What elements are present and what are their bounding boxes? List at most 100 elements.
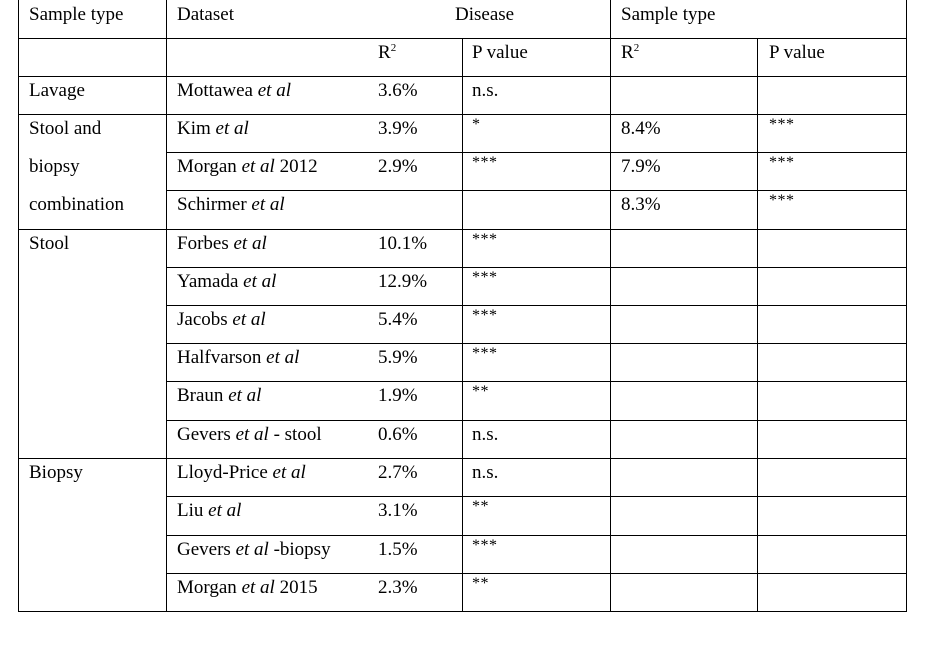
header-disease-r2: R2: [378, 42, 396, 64]
dataset-author: Schirmer: [177, 194, 252, 215]
dataset-author: Morgan: [177, 577, 242, 598]
header-dataset: Dataset: [177, 4, 234, 25]
dataset-etal: et al: [232, 309, 266, 330]
grid-line: [166, 381, 907, 382]
disease-pvalue-cell: ***: [472, 231, 498, 248]
dataset-cell: Kim et al: [177, 118, 249, 140]
dataset-cell: Yamada et al: [177, 271, 276, 293]
dataset-etal: et al: [266, 347, 300, 368]
dataset-author: Morgan: [177, 156, 242, 177]
dataset-suffix: -biopsy: [268, 539, 331, 560]
dataset-cell: Braun et al: [177, 385, 261, 407]
disease-r2-cell: 5.4%: [378, 309, 418, 330]
disease-pvalue-cell: *: [472, 116, 481, 133]
dataset-author: Lloyd-Price: [177, 462, 273, 483]
disease-pvalue-cell: ***: [472, 537, 498, 554]
sample-type-label: Stool and: [29, 118, 102, 139]
dataset-author: Mottawea: [177, 80, 258, 101]
disease-r2-cell: 12.9%: [378, 271, 428, 292]
dataset-author: Braun: [177, 385, 229, 406]
sample-type-label: Stool: [29, 233, 70, 254]
grid-line: [166, 0, 167, 612]
header-disease-group: Disease: [455, 4, 515, 25]
dataset-etal: et al: [272, 462, 306, 483]
grid-line: [166, 573, 907, 574]
disease-r2-cell: 3.1%: [378, 500, 418, 521]
grid-line: [166, 420, 907, 421]
dataset-author: Gevers: [177, 539, 236, 560]
dataset-cell: Jacobs et al: [177, 309, 266, 331]
grid-line: [18, 0, 19, 612]
dataset-author: Liu: [177, 500, 209, 521]
disease-r2-cell: 10.1%: [378, 233, 428, 254]
dataset-author: Halfvarson: [177, 347, 267, 368]
grid-line: [757, 38, 758, 612]
grid-line: [166, 535, 907, 536]
dataset-etal: et al: [208, 500, 242, 521]
dataset-cell: Lloyd-Price et al: [177, 462, 306, 484]
sample-type-label: biopsy: [29, 156, 80, 177]
header-sample-r2: R2: [621, 42, 639, 64]
dataset-cell: Gevers et al - stool: [177, 424, 322, 446]
sample-r2-cell: 7.9%: [621, 156, 661, 177]
sample-r2-cell: 8.3%: [621, 194, 661, 215]
dataset-cell: Schirmer et al: [177, 194, 285, 216]
disease-pvalue-cell: **: [472, 383, 489, 400]
disease-r2-cell: 1.5%: [378, 539, 418, 560]
dataset-etal: et al: [235, 424, 269, 445]
r-label: R: [378, 42, 391, 63]
header-disease-pvalue: P value: [472, 42, 528, 63]
dataset-etal: et al: [243, 271, 277, 292]
dataset-author: Forbes: [177, 233, 234, 254]
r-superscript: 2: [633, 42, 640, 54]
grid-line: [166, 190, 907, 191]
disease-r2-cell: 5.9%: [378, 347, 418, 368]
header-sample-pvalue: P value: [769, 42, 825, 63]
r-label: R: [621, 42, 634, 63]
sample-type-label: Lavage: [29, 80, 85, 101]
dataset-suffix: 2012: [274, 156, 318, 177]
grid-line: [166, 152, 907, 153]
dataset-author: Yamada: [177, 271, 244, 292]
dataset-author: Gevers: [177, 424, 236, 445]
disease-r2-cell: 3.6%: [378, 80, 418, 101]
disease-pvalue-cell: **: [472, 575, 489, 592]
sample-type-label: Biopsy: [29, 462, 83, 483]
dataset-etal: et al: [215, 118, 249, 139]
dataset-suffix: 2015: [274, 577, 318, 598]
dataset-cell: Morgan et al 2015: [177, 577, 318, 599]
dataset-cell: Mottawea et al: [177, 80, 291, 102]
disease-pvalue-cell: n.s.: [472, 424, 499, 445]
sample-type-label: combination: [29, 194, 124, 215]
sample-pvalue-cell: ***: [769, 116, 795, 133]
grid-line: [462, 38, 463, 612]
r-superscript: 2: [390, 42, 397, 54]
dataset-etal: et al: [235, 539, 269, 560]
dataset-etal: et al: [241, 156, 275, 177]
dataset-etal: et al: [228, 385, 262, 406]
disease-r2-cell: 0.6%: [378, 424, 418, 445]
dataset-etal: et al: [241, 577, 275, 598]
header-sample-type: Sample type: [29, 4, 124, 25]
grid-line: [906, 0, 907, 612]
disease-pvalue-cell: n.s.: [472, 462, 499, 483]
disease-pvalue-cell: n.s.: [472, 80, 499, 101]
disease-r2-cell: 2.3%: [378, 577, 418, 598]
disease-pvalue-cell: ***: [472, 154, 498, 171]
disease-pvalue-cell: **: [472, 498, 489, 515]
dataset-cell: Liu et al: [177, 500, 241, 522]
dataset-cell: Morgan et al 2012: [177, 156, 318, 178]
dataset-cell: Forbes et al: [177, 233, 267, 255]
grid-line: [166, 267, 907, 268]
sample-pvalue-cell: ***: [769, 192, 795, 209]
dataset-author: Jacobs: [177, 309, 233, 330]
sample-pvalue-cell: ***: [769, 154, 795, 171]
dataset-etal: et al: [251, 194, 285, 215]
dataset-author: Kim: [177, 118, 216, 139]
disease-r2-cell: 3.9%: [378, 118, 418, 139]
header-sample-type-group: Sample type: [621, 4, 716, 25]
dataset-cell: Gevers et al -biopsy: [177, 539, 331, 561]
disease-r2-cell: 1.9%: [378, 385, 418, 406]
dataset-cell: Halfvarson et al: [177, 347, 299, 369]
disease-r2-cell: 2.7%: [378, 462, 418, 483]
